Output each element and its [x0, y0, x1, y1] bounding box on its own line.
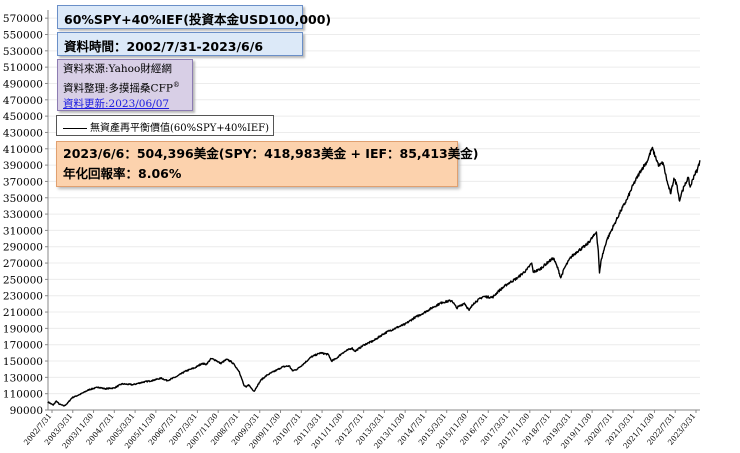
portfolio-value-line	[47, 146, 701, 407]
update-date-link[interactable]: 資料更新:2023/06/07	[63, 97, 170, 110]
legend: 無資產再平衡價值(60%SPY+40%IEF)	[56, 115, 274, 136]
y-tick-label: 430000	[3, 127, 43, 139]
compiler-line: 資料整理:多摸摇桑CFP®	[63, 78, 187, 97]
y-tick-label: 370000	[3, 176, 43, 188]
y-tick-label: 190000	[3, 323, 43, 335]
data-period-label: 資料時間：2002/7/31-2023/6/6	[57, 32, 303, 56]
annualized-return-text: 年化回報率：8.06%	[63, 166, 182, 181]
y-tick-label: 150000	[3, 356, 43, 368]
y-tick-label: 330000	[3, 209, 43, 221]
y-tick-label: 350000	[3, 193, 43, 205]
y-tick-label: 510000	[3, 62, 43, 74]
y-tick-label: 410000	[3, 144, 43, 156]
y-tick-label: 90000	[10, 405, 43, 417]
y-tick-label: 450000	[3, 111, 43, 123]
y-tick-label: 130000	[3, 372, 43, 384]
y-tick-label: 550000	[3, 29, 43, 41]
chart-title: 60%SPY+40%IEF(投資本金USD100,000)	[57, 5, 331, 29]
legend-line-swatch	[63, 128, 87, 129]
y-tick-label: 110000	[3, 389, 43, 401]
y-tick-label: 210000	[3, 307, 43, 319]
y-tick-label: 490000	[3, 78, 43, 90]
y-tick-label: 390000	[3, 160, 43, 172]
legend-label: 無資產再平衡價值(60%SPY+40%IEF)	[90, 123, 270, 134]
y-tick-label: 250000	[3, 274, 43, 286]
result-summary-box: 2023/6/6：504,396美金(SPY：418,983美金 + IEF：8…	[56, 141, 479, 187]
y-tick-label: 310000	[3, 225, 43, 237]
x-tick-labels: 2002/7/312003/3/312003/11/302004/7/31200…	[22, 410, 698, 450]
y-tick-label: 230000	[3, 291, 43, 303]
y-tick-label: 530000	[3, 46, 43, 58]
source-info-box: 資料來源:Yahoo財經網 資料整理:多摸摇桑CFP® 資料更新:2023/06…	[57, 59, 193, 111]
source-line: 資料來源:Yahoo財經網	[63, 63, 172, 75]
y-tick-label: 570000	[3, 13, 43, 25]
y-tick-label: 470000	[3, 95, 43, 107]
registered-mark: ®	[172, 80, 180, 89]
y-tick-label: 290000	[3, 242, 43, 254]
y-tick-label: 270000	[3, 258, 43, 270]
final-value-text: 2023/6/6：504,396美金(SPY：418,983美金 + IEF：8…	[63, 146, 479, 161]
y-tick-label: 170000	[3, 340, 43, 352]
y-tick-labels: 90000 110000 130000 150000 170000 190000 21000…	[3, 13, 43, 417]
compiler-text: 資料整理:多摸摇桑CFP	[63, 82, 173, 94]
